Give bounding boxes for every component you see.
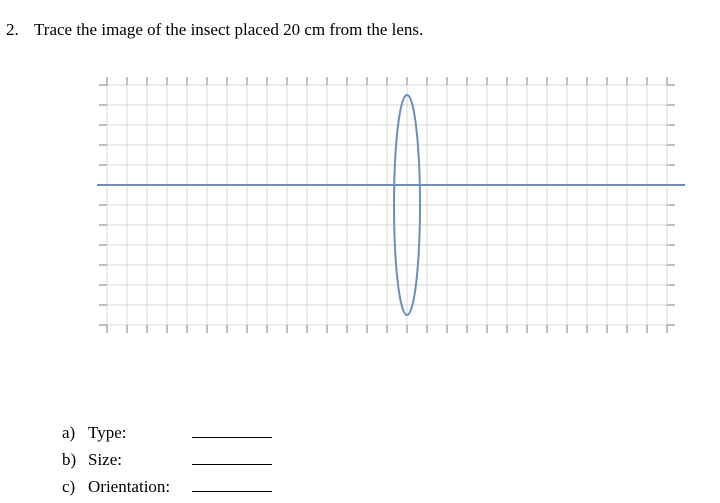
answer-label: Size: <box>88 449 188 472</box>
answer-blank[interactable] <box>192 420 272 438</box>
page: 2. Trace the image of the insect placed … <box>0 0 720 503</box>
question-text: Trace the image of the insect placed 20 … <box>34 20 423 40</box>
answer-row: c) Orientation: <box>62 474 272 499</box>
answer-row: a) Type: <box>62 420 272 445</box>
answer-label: Orientation: <box>88 476 188 499</box>
question-number: 2. <box>6 20 34 40</box>
question-row: 2. Trace the image of the insect placed … <box>6 20 423 40</box>
answer-row: b) Size: <box>62 447 272 472</box>
answer-label: Type: <box>88 422 188 445</box>
answer-letter: a) <box>62 422 88 445</box>
answer-blank[interactable] <box>192 447 272 465</box>
answer-letter: c) <box>62 476 88 499</box>
answer-blank[interactable] <box>192 474 272 492</box>
answers-block: a) Type: b) Size: c) Orientation: <box>62 420 272 501</box>
lens-diagram <box>92 70 692 360</box>
answer-letter: b) <box>62 449 88 472</box>
diagram-svg <box>92 70 692 350</box>
